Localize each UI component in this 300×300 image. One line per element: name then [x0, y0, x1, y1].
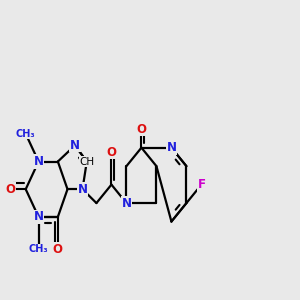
Text: N: N	[34, 210, 44, 224]
Text: O: O	[6, 183, 16, 196]
Text: O: O	[106, 146, 116, 159]
Text: F: F	[197, 178, 206, 191]
Text: O: O	[53, 243, 63, 256]
Text: CH₃: CH₃	[16, 129, 35, 139]
Text: N: N	[122, 196, 131, 210]
Text: N: N	[70, 139, 80, 152]
Text: N: N	[77, 183, 88, 196]
Text: CH₃: CH₃	[29, 244, 48, 254]
Text: N: N	[34, 155, 44, 168]
Text: N: N	[167, 141, 176, 154]
Text: CH: CH	[79, 157, 94, 166]
Text: O: O	[136, 123, 146, 136]
